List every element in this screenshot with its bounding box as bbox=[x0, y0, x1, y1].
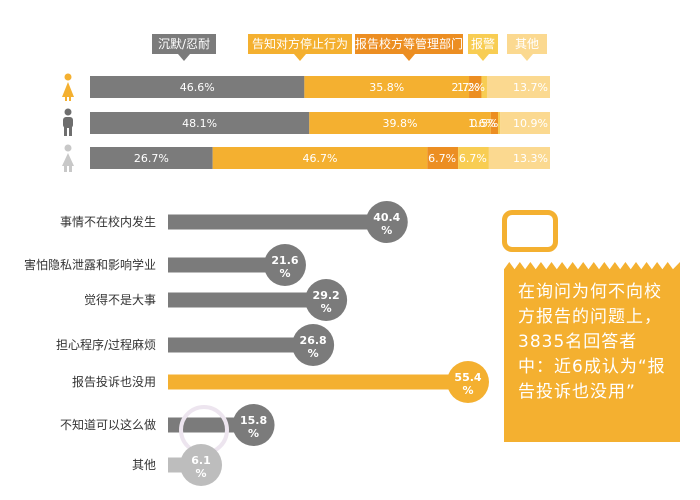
reason-bar-0 bbox=[168, 214, 387, 230]
stack-label-male-2: 1.6% bbox=[468, 117, 496, 130]
stack-label-male-3: 0.5% bbox=[470, 117, 498, 130]
stack-bar-unspecified-4 bbox=[488, 147, 550, 169]
stack-bar-female-0 bbox=[90, 76, 305, 98]
reason-bar-1 bbox=[168, 257, 285, 273]
reason-unit-3: % bbox=[308, 347, 319, 360]
reason-bubble-0 bbox=[365, 201, 408, 243]
stack-label-female-0: 46.6% bbox=[180, 81, 215, 94]
reason-bar-5 bbox=[168, 417, 254, 433]
stack-label-unspecified-2: 6.7% bbox=[428, 152, 456, 165]
reason-value-0: 40.4 bbox=[373, 211, 400, 224]
reason-unit-0: % bbox=[381, 224, 392, 237]
stack-bar-unspecified-0 bbox=[90, 147, 213, 169]
stack-label-male-0: 48.1% bbox=[182, 117, 217, 130]
stack-label-male-1: 39.8% bbox=[383, 117, 418, 130]
stack-bar-female-1 bbox=[304, 76, 470, 98]
stack-bar-female-3 bbox=[481, 76, 487, 98]
stack-bar-male-1 bbox=[309, 112, 491, 134]
legend-silent: 沉默/忍耐 bbox=[152, 34, 216, 61]
reason-bubble-1 bbox=[263, 244, 306, 286]
reason-label-0: 事情不在校内发生 bbox=[60, 214, 156, 229]
reason-label-1: 害怕隐私泄露和影响学业 bbox=[24, 257, 156, 272]
reason-label-5: 不知道可以这么做 bbox=[60, 417, 156, 432]
stack-label-female-1: 35.8% bbox=[369, 81, 404, 94]
stack-bar-male-0 bbox=[90, 112, 310, 134]
reason-label-6: 其他 bbox=[132, 458, 156, 472]
reason-unit-6: % bbox=[196, 467, 207, 480]
reason-bubble-3 bbox=[292, 324, 335, 366]
legend-other: 其他 bbox=[507, 34, 547, 61]
reason-unit-5: % bbox=[248, 427, 259, 440]
legend-report-school: 报告校方等管理部门 bbox=[355, 34, 463, 61]
legend: 沉默/忍耐 告知对方停止行为 报告校方等管理部门 报警 其他 bbox=[0, 0, 700, 80]
stack-label-unspecified-0: 26.7% bbox=[134, 152, 169, 165]
stack-label-female-4: 13.7% bbox=[513, 81, 548, 94]
stacked-bar-chart: 46.6% 35.8% 2.7%1.2% 13.7% 48.1% 39.8% 1.6%0.5… bbox=[90, 76, 550, 169]
reason-value-5: 15.8 bbox=[240, 414, 267, 427]
reason-bubble-6 bbox=[180, 444, 223, 486]
neutral-person-icon bbox=[62, 144, 74, 172]
stack-bar-unspecified-3 bbox=[458, 147, 489, 169]
reason-unit-4: % bbox=[462, 384, 473, 397]
reason-value-1: 21.6 bbox=[271, 254, 298, 267]
stack-bar-male-4 bbox=[500, 112, 550, 134]
reason-bar-2 bbox=[168, 292, 327, 308]
callout-icon bbox=[502, 210, 558, 252]
reason-value-3: 26.8 bbox=[300, 334, 327, 347]
reason-label-4: 报告投诉也没用 bbox=[72, 374, 156, 389]
stack-bar-female-4 bbox=[486, 76, 550, 98]
reason-bubble-4 bbox=[447, 361, 489, 403]
stack-label-female-3: 1.2% bbox=[457, 81, 485, 94]
reason-label-2: 觉得不是大事 bbox=[84, 292, 156, 307]
stack-bar-male-2 bbox=[490, 112, 499, 134]
reason-unit-2: % bbox=[321, 302, 332, 315]
stack-label-unspecified-3: 6.7% bbox=[459, 152, 487, 165]
reason-label-3: 担心程序/过程麻烦 bbox=[56, 337, 156, 352]
male-person-icon bbox=[63, 108, 73, 136]
reason-bubble-5 bbox=[232, 404, 275, 446]
stack-label-unspecified-1: 46.7% bbox=[303, 152, 338, 165]
stack-label-unspecified-4: 13.3% bbox=[513, 152, 548, 165]
reason-unit-1: % bbox=[279, 267, 290, 280]
stack-label-male-4: 10.9% bbox=[513, 117, 548, 130]
stack-bar-male-3 bbox=[498, 112, 501, 134]
reason-value-4: 55.4 bbox=[454, 371, 481, 384]
callout-box: 在询问为何不向校方报告的问题上，3835名回答者中：近6成认为“报告投诉也没用” bbox=[504, 262, 680, 442]
stack-bar-female-2 bbox=[469, 76, 482, 98]
reason-bubble-2 bbox=[305, 279, 348, 321]
legend-police: 报警 bbox=[468, 34, 498, 61]
reason-bar-4 bbox=[168, 374, 468, 390]
stack-bar-unspecified-1 bbox=[212, 147, 428, 169]
stack-bar-unspecified-2 bbox=[427, 147, 459, 169]
callout-text: 在询问为何不向校方报告的问题上，3835名回答者中：近6成认为“报告投诉也没用” bbox=[518, 282, 666, 402]
reason-bar-3 bbox=[168, 337, 314, 353]
reason-value-6: 6.1 bbox=[191, 454, 211, 467]
legend-tell-stop: 告知对方停止行为 bbox=[248, 34, 352, 61]
female-person-icon bbox=[62, 73, 74, 101]
stack-label-female-2: 2.7% bbox=[452, 81, 480, 94]
reason-value-2: 29.2 bbox=[313, 289, 340, 302]
